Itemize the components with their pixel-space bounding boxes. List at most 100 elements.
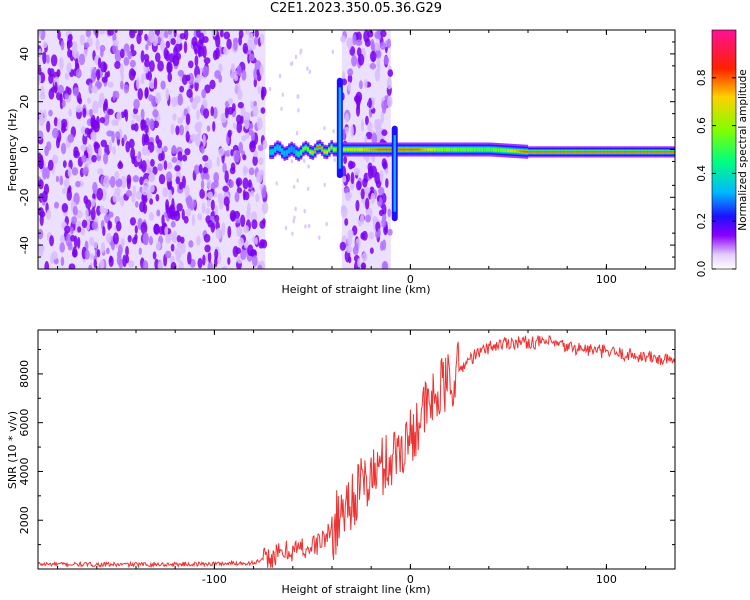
noise-blob — [250, 43, 257, 50]
noise-blob — [284, 225, 288, 231]
noise-blob — [131, 236, 138, 245]
noise-blob — [180, 236, 185, 244]
noise-blob — [92, 100, 99, 114]
noise-blob — [97, 168, 104, 175]
signal-band — [532, 151, 536, 153]
noise-blob — [246, 202, 251, 216]
noise-blob — [219, 30, 224, 38]
noise-blob — [294, 54, 298, 60]
signal-band — [422, 148, 425, 151]
noise-blob — [38, 179, 44, 190]
noise-blob — [103, 175, 109, 189]
signal-band — [313, 149, 317, 152]
noise-blob — [385, 178, 389, 188]
noise-blob — [244, 116, 250, 130]
signal-band — [389, 148, 392, 151]
signal-burst-core — [393, 135, 396, 212]
noise-blob — [167, 162, 173, 170]
noise-blob — [341, 78, 348, 86]
signal-band — [633, 151, 637, 153]
noise-blob — [369, 62, 377, 70]
noise-blob — [256, 69, 260, 76]
noise-blob — [199, 188, 205, 199]
noise-blob — [365, 197, 370, 210]
signal-band — [619, 151, 623, 153]
noise-blob — [350, 172, 355, 185]
signal-band — [473, 147, 477, 152]
noise-blob — [372, 216, 378, 223]
signal-band — [452, 147, 456, 152]
noise-blob — [46, 209, 52, 221]
noise-blob — [67, 133, 75, 143]
noise-blob — [148, 60, 155, 72]
noise-blob — [72, 205, 78, 216]
noise-blob — [120, 237, 125, 248]
noise-blob — [39, 213, 44, 227]
noise-blob — [259, 33, 265, 45]
noise-blob — [130, 147, 136, 160]
noise-blob — [204, 244, 211, 253]
noise-blob — [133, 122, 139, 132]
snr-plot-area — [38, 335, 675, 569]
noise-blob — [202, 134, 206, 147]
noise-blob — [367, 30, 374, 38]
snr-frame — [37, 329, 676, 570]
noise-blob — [150, 158, 155, 167]
x-tick-label: 100 — [596, 273, 617, 286]
noise-blob — [96, 68, 101, 81]
noise-blob — [223, 31, 231, 40]
signal-band — [520, 150, 524, 153]
noise-blob — [103, 152, 109, 165]
noise-blob — [153, 77, 158, 90]
noise-blob — [318, 235, 321, 240]
noise-blob — [350, 124, 354, 138]
noise-blob — [238, 141, 244, 154]
noise-blob — [157, 261, 164, 269]
noise-blob — [120, 196, 125, 207]
noise-blob — [212, 49, 218, 61]
noise-blob — [347, 68, 354, 77]
noise-blob — [129, 59, 136, 68]
noise-blob — [114, 119, 119, 127]
noise-blob — [183, 40, 188, 54]
signal-band — [511, 149, 515, 152]
noise-blob — [210, 106, 215, 117]
noise-blob — [347, 81, 352, 92]
noise-blob — [241, 69, 247, 81]
signal-band — [417, 148, 421, 151]
noise-blob — [54, 201, 60, 209]
noise-blob — [96, 187, 104, 201]
noise-blob — [175, 249, 181, 263]
noise-blob — [201, 202, 206, 214]
noise-blob — [109, 175, 116, 188]
noise-blob — [170, 220, 176, 228]
noise-blob — [355, 199, 360, 212]
noise-blob — [157, 60, 164, 72]
signal-band — [483, 147, 486, 152]
noise-blob — [133, 98, 140, 110]
noise-blob — [173, 30, 177, 38]
noise-blob — [226, 38, 232, 50]
noise-blob — [100, 139, 108, 148]
noise-blob — [365, 131, 373, 140]
noise-blob — [185, 208, 191, 217]
signal-band — [622, 151, 625, 153]
signal-band — [462, 147, 465, 152]
signal-band — [302, 147, 305, 151]
noise-blob — [323, 182, 326, 187]
noise-blob — [166, 61, 172, 74]
noise-blob — [104, 71, 109, 79]
signal-band — [525, 150, 529, 153]
noise-blob — [38, 66, 42, 76]
signal-band — [424, 148, 428, 151]
noise-blob — [333, 157, 336, 163]
noise-blob — [233, 39, 238, 52]
noise-blob — [92, 193, 96, 200]
signal-burst-core — [338, 87, 342, 169]
noise-blob — [233, 74, 239, 82]
signal-band — [497, 148, 500, 152]
noise-blob — [172, 113, 177, 121]
noise-blob — [82, 166, 89, 176]
noise-blob — [363, 79, 368, 89]
noise-blob — [38, 72, 42, 86]
